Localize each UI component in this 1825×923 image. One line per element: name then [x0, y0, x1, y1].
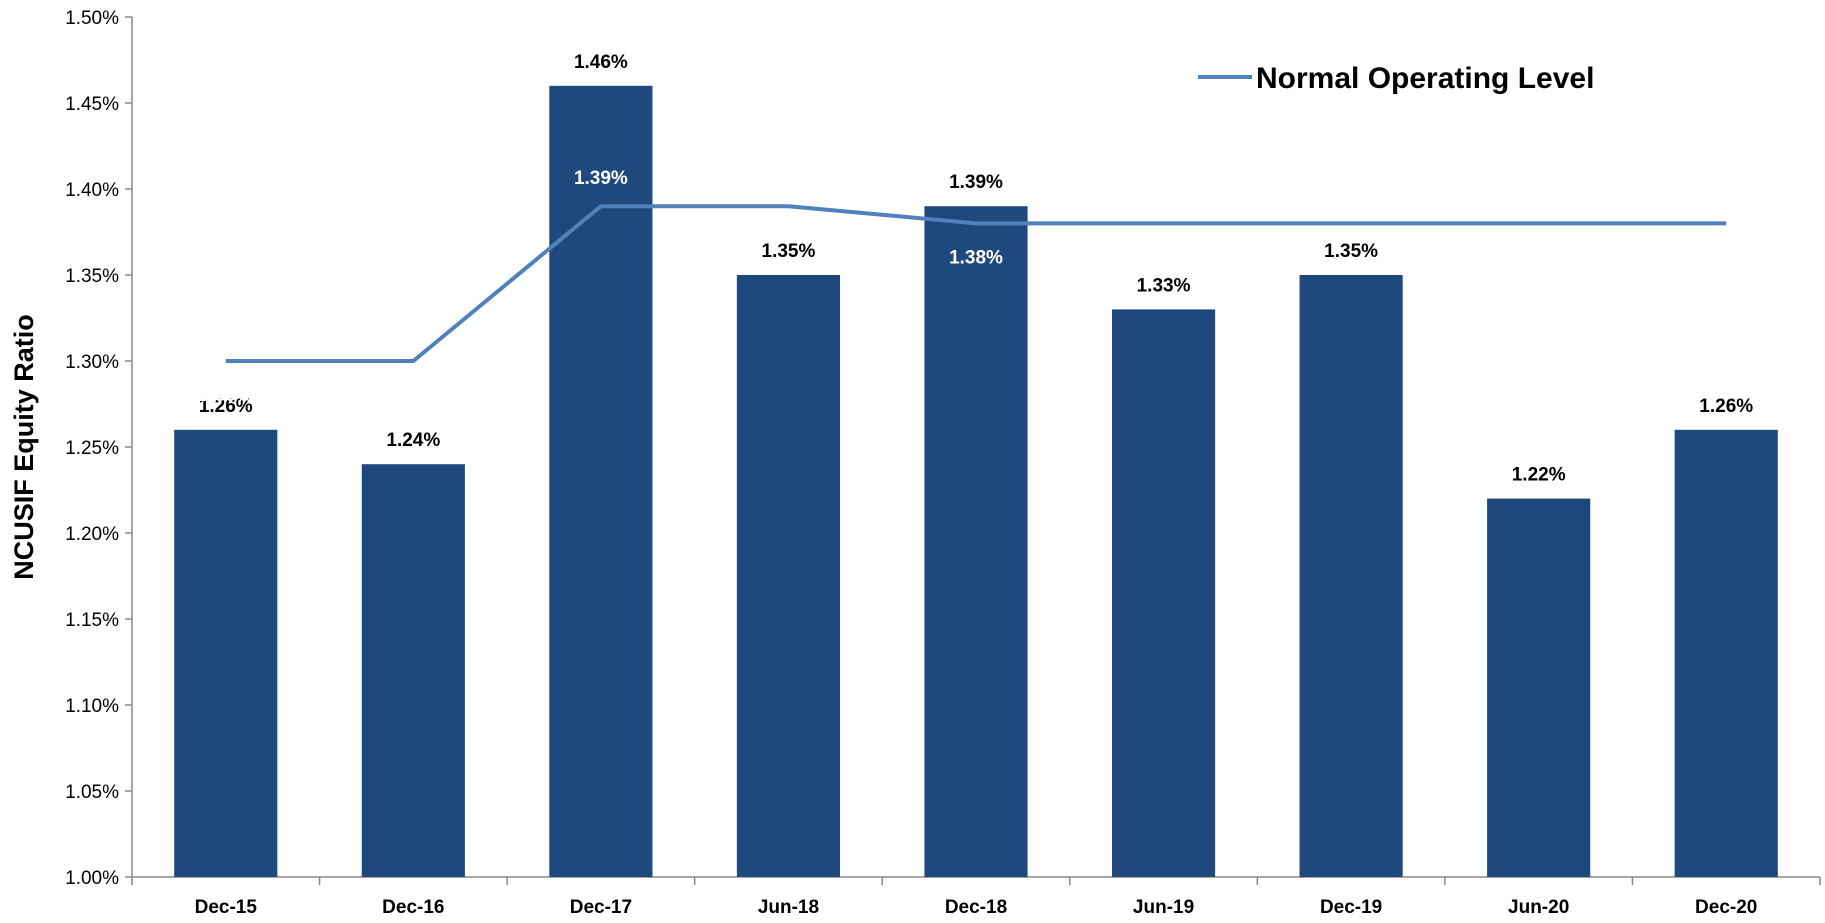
x-category-label: Jun-18 — [758, 897, 819, 918]
line-series — [225, 204, 1727, 363]
x-category-label: Jun-19 — [1133, 897, 1194, 918]
bar — [1111, 309, 1216, 877]
bar-data-label: 1.35% — [762, 241, 816, 262]
bar — [1674, 429, 1778, 877]
x-category-label: Dec-18 — [945, 897, 1007, 918]
line-data-label: 1.38% — [949, 247, 1003, 268]
x-category-label: Dec-15 — [195, 897, 258, 918]
bar-data-label: 1.46% — [574, 52, 628, 73]
y-tick-label: 1.40% — [65, 180, 119, 201]
bar-data-label: 1.26% — [1699, 396, 1753, 417]
bar-data-label: 1.35% — [1324, 241, 1378, 262]
y-tick-label: 1.50% — [65, 8, 119, 29]
bar — [361, 464, 465, 877]
y-tick-label: 1.00% — [65, 868, 119, 889]
y-tick-label: 1.05% — [65, 782, 119, 803]
bar — [1487, 498, 1591, 877]
bar-data-label: 1.33% — [1137, 275, 1191, 296]
bar — [1299, 275, 1403, 877]
y-tick-label: 1.45% — [65, 94, 119, 115]
bar-data-label: 1.22% — [1512, 465, 1566, 486]
bar-series — [174, 85, 1778, 878]
bar-data-label: 1.39% — [949, 172, 1003, 193]
y-tick-label: 1.35% — [65, 266, 119, 287]
x-category-label: Dec-17 — [570, 897, 632, 918]
bar — [924, 206, 1028, 877]
legend: Normal Operating Level — [1198, 62, 1594, 95]
line-data-label: 1.39% — [574, 168, 628, 189]
bar — [736, 275, 841, 877]
y-tick-label: 1.30% — [65, 352, 119, 373]
bar-data-label: 1.26% — [199, 396, 253, 417]
normal-operating-level-line — [225, 204, 1727, 363]
bar — [174, 429, 278, 877]
x-category-label: Dec-16 — [382, 897, 444, 918]
data-labels: 1.26% 1.24% 1.46% 1.35% 1.39% 1.33% 1.35% 1.22%… — [199, 52, 1753, 486]
x-category-label: Dec-19 — [1320, 897, 1382, 918]
y-tick-label: 1.15% — [65, 610, 119, 631]
x-category-label: Jun-20 — [1508, 897, 1569, 918]
x-category-label: Dec-20 — [1695, 897, 1757, 918]
line-data-label: 1.30% — [199, 385, 253, 406]
y-axis: 1.00% 1.05% 1.10% 1.15% 1.20% 1.25% 1.30% 1.35%… — [65, 8, 133, 889]
y-tick-label: 1.20% — [65, 524, 119, 545]
y-tick-label: 1.10% — [65, 696, 119, 717]
y-tick-label: 1.25% — [65, 438, 119, 459]
y-axis-title: NCUSIF Equity Ratio — [9, 314, 39, 580]
bar — [549, 85, 653, 878]
bar-data-label: 1.24% — [386, 430, 440, 451]
x-axis: Dec-15 Dec-16 Dec-17 Jun-18 Dec-18 Jun-19 Dec-… — [131, 876, 1821, 918]
legend-label: Normal Operating Level — [1256, 62, 1594, 95]
